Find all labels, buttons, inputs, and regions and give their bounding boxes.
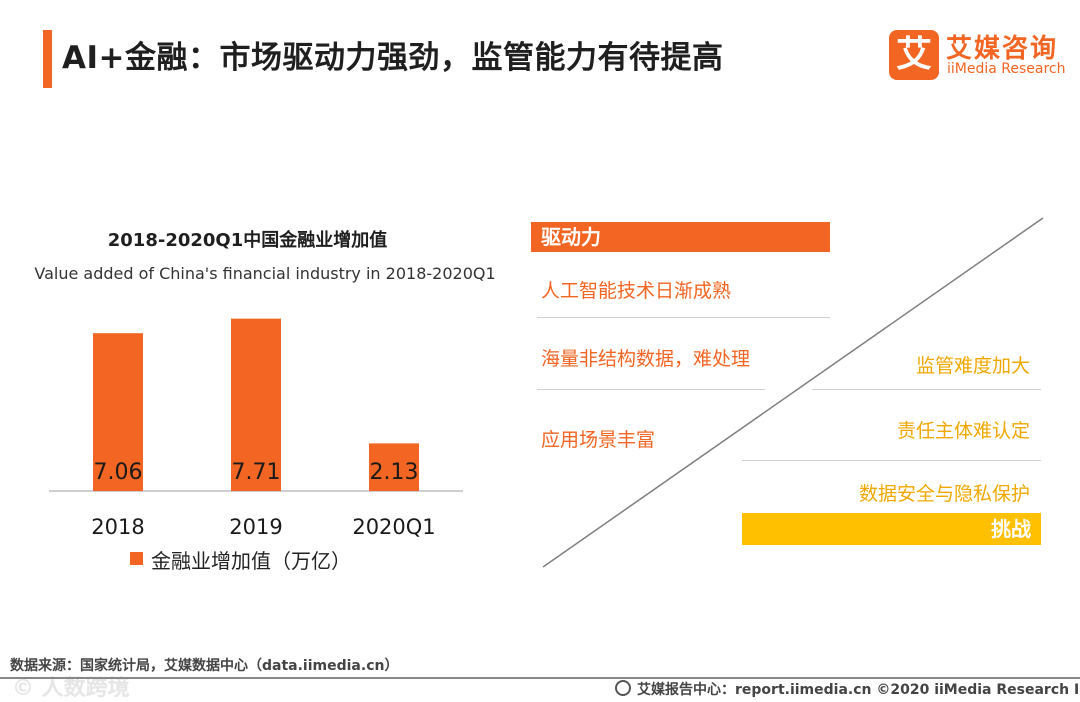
bar-2018 [93, 333, 143, 491]
driver-item: 人工智能技术日渐成熟 [541, 280, 732, 302]
logo-text-en: iiMedia Research [947, 61, 1066, 77]
challenge-item: 监管难度加大 [915, 355, 1030, 377]
challenge-item: 责任主体难认定 [896, 420, 1030, 442]
driver-item: 海量非结构数据，难处理 [541, 348, 751, 370]
x-tick-label-2020Q1: 2020Q1 [352, 515, 435, 539]
legend-swatch [130, 552, 143, 565]
driver-separator [537, 389, 765, 390]
logo-icon: 艾 [889, 30, 939, 80]
globe-icon [615, 680, 631, 696]
diagonal-divider [542, 217, 1044, 568]
page-title: AI+金融：市场驱动力强劲，监管能力有待提高 [62, 40, 724, 76]
bar-chart: 7.06 2018 7.71 2019 2.13 2020Q1 [49, 318, 463, 539]
bar-2019 [231, 318, 281, 491]
data-label-2018: 7.06 [94, 460, 143, 485]
driver-header-label: 驱动力 [541, 225, 601, 249]
driver-separator [537, 317, 830, 318]
chart-title: 2018-2020Q1中国金融业增加值 [107, 230, 388, 251]
logo-text-cn: 艾媒咨询 [946, 34, 1059, 64]
data-label-2020Q1: 2.13 [370, 460, 419, 485]
challenge-separator [812, 389, 1041, 390]
legend-label: 金融业增加值（万亿） [151, 549, 351, 573]
driver-item: 应用场景丰富 [541, 429, 656, 451]
source-note: 数据来源：国家统计局，艾媒数据中心（data.iimedia.cn） [10, 658, 399, 674]
bar-2020Q1 [369, 443, 419, 491]
chart-subtitle: Value added of China's financial industr… [34, 264, 496, 283]
footer-credit: 艾媒报告中心：report.iimedia.cn ©2020 iiMedia R… [637, 682, 1080, 698]
driver-header-bar [531, 222, 830, 252]
data-label-2019: 7.71 [232, 460, 281, 485]
x-tick-label-2019: 2019 [229, 515, 282, 539]
challenge-header-label: 挑战 [991, 517, 1031, 541]
title-accent-bar [43, 30, 52, 88]
challenge-separator [742, 460, 1041, 461]
x-tick-label-2018: 2018 [91, 515, 144, 539]
challenge-header-bar [742, 513, 1041, 545]
watermark: © 人数跨境 [12, 676, 130, 701]
footer-divider [0, 677, 1080, 679]
challenge-item: 数据安全与隐私保护 [858, 483, 1030, 505]
